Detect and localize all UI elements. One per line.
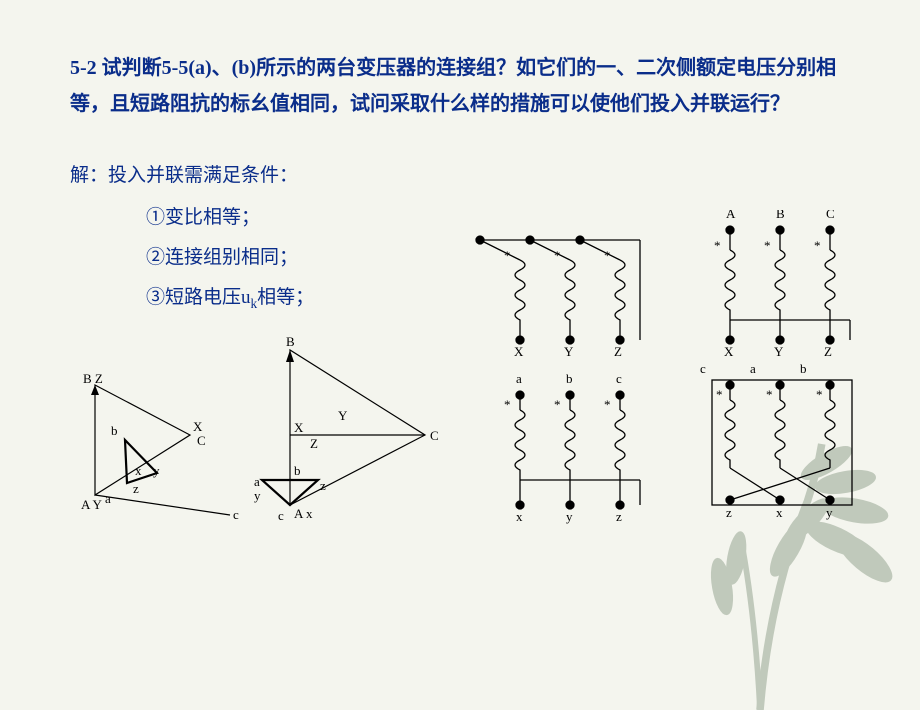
svg-text:z: z (133, 481, 139, 496)
svg-text:b: b (111, 423, 118, 438)
svg-text:A: A (726, 210, 736, 221)
svg-text:C: C (197, 433, 206, 448)
svg-text:Z: Z (614, 344, 622, 359)
svg-text:b: b (566, 371, 573, 386)
svg-text:b: b (800, 361, 807, 376)
svg-text:Y: Y (564, 344, 574, 359)
svg-text:B Z: B Z (83, 371, 103, 386)
svg-text:y: y (826, 505, 833, 520)
svg-text:x: x (776, 505, 783, 520)
svg-text:z: z (616, 509, 622, 524)
svg-text:x: x (516, 509, 523, 524)
svg-text:*: * (716, 387, 723, 402)
svg-text:y: y (153, 463, 160, 478)
svg-text:*: * (604, 248, 611, 263)
svg-text:A Y: A Y (81, 497, 102, 512)
svg-text:a: a (516, 371, 522, 386)
svg-text:*: * (604, 397, 611, 412)
svg-text:c: c (233, 507, 239, 522)
svg-text:c: c (700, 361, 706, 376)
svg-text:*: * (554, 248, 561, 263)
svg-text:a: a (750, 361, 756, 376)
question-text: 5-2 试判断5-5(a)、(b)所示的两台变压器的连接组？如它们的一、二次侧额… (70, 50, 850, 122)
svg-text:C: C (430, 428, 439, 443)
svg-text:C: C (826, 210, 835, 221)
svg-text:X: X (724, 344, 734, 359)
svg-text:a: a (254, 474, 260, 489)
svg-text:b: b (294, 463, 301, 478)
svg-text:B: B (776, 210, 785, 221)
svg-text:Z: Z (824, 344, 832, 359)
svg-text:z: z (726, 505, 732, 520)
svg-text:c: c (616, 371, 622, 386)
svg-text:A: A (294, 506, 304, 521)
svg-text:y: y (254, 488, 261, 503)
svg-text:X: X (294, 420, 304, 435)
phasor-diagram-a: B Z X C A Y b c a x y z (81, 371, 239, 522)
diagram-area: B Z X C A Y b c a x y z B C A X Y Z a b (0, 210, 920, 630)
svg-text:*: * (554, 397, 561, 412)
svg-text:*: * (504, 397, 511, 412)
svg-text:x: x (135, 463, 142, 478)
svg-text:a: a (105, 491, 111, 506)
svg-text:Y: Y (338, 408, 348, 423)
svg-text:Z: Z (310, 436, 318, 451)
phasor-diagram-b: B C A X Y Z a b c x y z (254, 334, 439, 523)
svg-text:z: z (320, 478, 326, 493)
svg-text:x: x (306, 506, 313, 521)
svg-text:X: X (193, 419, 203, 434)
svg-text:*: * (766, 387, 773, 402)
svg-text:y: y (566, 509, 573, 524)
svg-text:*: * (814, 238, 821, 253)
winding-block-2: A B C * * * X (700, 210, 852, 520)
svg-text:*: * (764, 238, 771, 253)
solution-intro: 解：投入并联需满足条件： (70, 156, 850, 196)
svg-text:*: * (714, 238, 721, 253)
svg-text:*: * (504, 248, 511, 263)
winding-block-1: * * * X Y Z a b c (476, 236, 640, 524)
svg-text:Y: Y (774, 344, 784, 359)
svg-text:X: X (514, 344, 524, 359)
svg-text:B: B (286, 334, 295, 349)
svg-text:*: * (816, 387, 823, 402)
svg-text:c: c (278, 508, 284, 523)
